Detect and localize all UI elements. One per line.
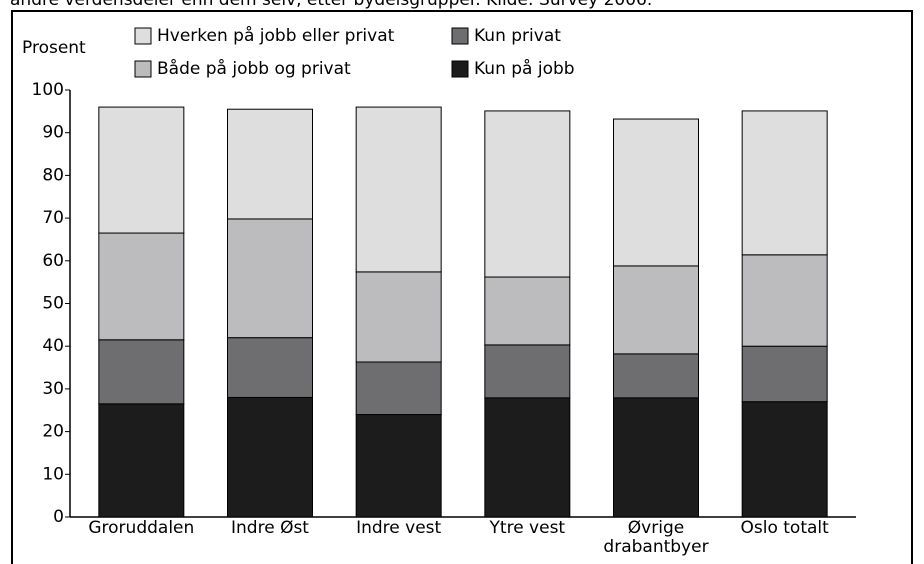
bar-segment xyxy=(741,254,828,347)
bar-segment xyxy=(484,344,571,399)
bar-segment xyxy=(484,110,571,278)
x-tick-label: Groruddalen xyxy=(88,518,195,538)
legend-label: Hverken på jobb eller privat xyxy=(157,25,395,46)
x-tick-label: Øvrige drabantbyer xyxy=(603,518,709,557)
bar-segment xyxy=(613,118,699,267)
bar-segment xyxy=(741,401,828,518)
caption: andre verdensdeler enn dem selv, etter b… xyxy=(10,0,652,10)
legend-swatch xyxy=(134,27,152,45)
bar-segment xyxy=(741,110,828,256)
x-tick-label: Indre vest xyxy=(356,518,442,538)
frame xyxy=(11,10,913,564)
legend-label: Både på jobb og privat xyxy=(157,58,351,79)
legend-label: Kun på jobb xyxy=(474,58,575,79)
bar-segment xyxy=(613,353,699,399)
bar-segment xyxy=(98,232,185,341)
bar-segment xyxy=(98,339,185,405)
bar-segment xyxy=(613,397,699,518)
y-axis-label: Prosent xyxy=(22,38,86,58)
bar-segment xyxy=(355,271,442,363)
y-tick-label: 50 xyxy=(42,294,64,314)
bar-segment xyxy=(355,361,442,416)
y-tick-label: 90 xyxy=(42,123,64,143)
y-tick-label: 0 xyxy=(53,507,64,527)
bar-segment xyxy=(98,403,185,518)
y-tick-label: 70 xyxy=(42,208,64,228)
y-tick-label: 20 xyxy=(42,422,64,442)
x-tick-label: Ytre vest xyxy=(489,518,566,538)
bar-segment xyxy=(355,414,442,518)
bar-segment xyxy=(227,218,313,339)
y-tick-label: 10 xyxy=(42,464,64,484)
bar-segment xyxy=(227,108,313,220)
bar-segment xyxy=(741,345,828,403)
x-tick-label: Indre Øst xyxy=(231,518,309,538)
bar-segment xyxy=(613,265,699,355)
legend-swatch xyxy=(451,60,469,78)
bar-segment xyxy=(227,337,313,398)
legend-swatch xyxy=(134,60,152,78)
y-tick-label: 60 xyxy=(42,251,64,271)
y-tick-label: 80 xyxy=(42,165,64,185)
bar-segment xyxy=(98,106,185,234)
bar-segment xyxy=(484,276,571,346)
legend-swatch xyxy=(451,27,469,45)
bar-segment xyxy=(484,397,571,518)
y-tick-label: 100 xyxy=(32,80,64,100)
y-tick-label: 40 xyxy=(42,336,64,356)
y-tick-label: 30 xyxy=(42,379,64,399)
x-tick-label: Oslo totalt xyxy=(740,518,829,538)
legend-label: Kun privat xyxy=(474,26,561,46)
bar-segment xyxy=(227,396,313,518)
bar-segment xyxy=(355,106,442,273)
